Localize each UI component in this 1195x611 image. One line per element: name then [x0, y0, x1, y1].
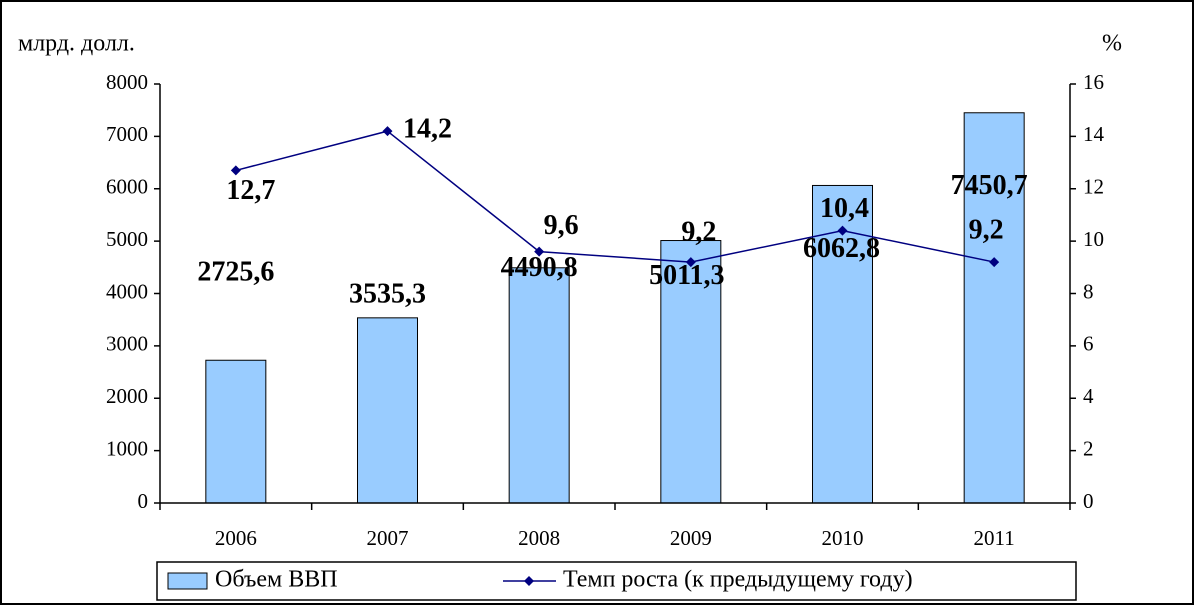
line-value-label: 9,2 — [681, 216, 716, 247]
bar — [508, 267, 570, 504]
line-value-label: 9,6 — [544, 210, 579, 241]
legend-marker — [524, 576, 534, 586]
line-value-label: 12,7 — [226, 175, 275, 206]
line-value-label: 10,4 — [820, 193, 869, 224]
line-marker — [989, 257, 1000, 268]
y-axis-label: млрд. долл. — [18, 31, 135, 57]
y-tick-label: 5000 — [106, 227, 148, 251]
y-tick-label: 4000 — [106, 279, 148, 303]
bar — [205, 359, 267, 504]
bar-value-label: 4490,8 — [501, 252, 578, 283]
bar-value-label: 3535,3 — [349, 278, 426, 309]
y2-tick-label: 14 — [1083, 122, 1105, 146]
y2-tick-label: 8 — [1083, 279, 1094, 303]
legend-swatch — [167, 572, 208, 590]
line-marker — [534, 246, 545, 257]
y2-tick-label: 0 — [1083, 489, 1094, 513]
y2-tick-label: 12 — [1083, 175, 1104, 199]
bar-value-label: 6062,8 — [803, 233, 880, 264]
line-value-label: 14,2 — [403, 114, 452, 145]
y2-tick-label: 16 — [1083, 70, 1104, 94]
legend-label: Объем ВВП — [215, 567, 338, 593]
line-marker — [685, 257, 696, 268]
x-tick-label: 2010 — [822, 526, 864, 550]
line-value-label: 9,2 — [969, 214, 1004, 245]
bar-value-label: 7450,7 — [951, 170, 1028, 201]
x-tick-label: 2007 — [367, 526, 409, 550]
y2-axis-label: % — [1102, 31, 1122, 57]
y2-tick-label: 10 — [1083, 227, 1104, 251]
legend-box — [156, 561, 1077, 601]
bar-value-label: 2725,6 — [197, 257, 274, 288]
bar — [812, 184, 873, 504]
line-marker — [230, 165, 241, 176]
x-tick-label: 2006 — [215, 526, 257, 550]
y-tick-label: 2000 — [106, 384, 148, 408]
legend-label: Темп роста (к предыдущему году) — [563, 567, 913, 593]
x-tick-label: 2009 — [670, 526, 712, 550]
line-marker — [382, 126, 393, 137]
y-tick-label: 0 — [138, 489, 149, 513]
y-tick-label: 1000 — [106, 436, 148, 460]
x-tick-label: 2008 — [518, 526, 560, 550]
bar — [963, 112, 1025, 504]
y-tick-label: 8000 — [106, 70, 148, 94]
line — [235, 130, 995, 263]
bar — [357, 317, 418, 504]
line-marker — [837, 225, 848, 236]
y-tick-label: 7000 — [106, 122, 148, 146]
bar-value-label: 5011,3 — [649, 260, 724, 291]
y-tick-label: 6000 — [106, 175, 148, 199]
y2-tick-label: 2 — [1083, 436, 1094, 460]
y2-tick-label: 6 — [1083, 332, 1094, 356]
y-tick-label: 3000 — [106, 332, 148, 356]
y2-tick-label: 4 — [1083, 384, 1094, 408]
x-tick-label: 2011 — [974, 526, 1015, 550]
